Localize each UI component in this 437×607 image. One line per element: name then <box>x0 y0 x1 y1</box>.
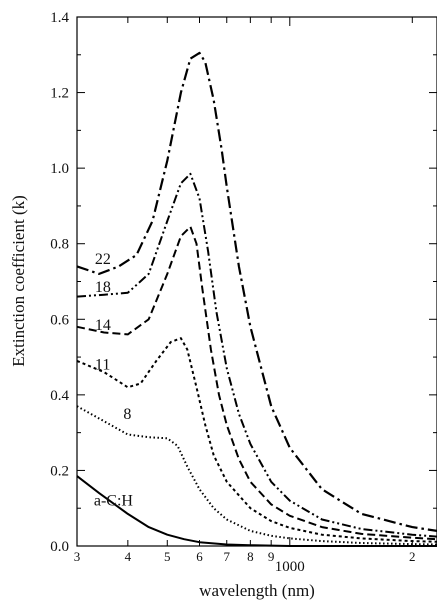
y-tick-label: 1.4 <box>50 10 69 26</box>
y-tick-label: 0.0 <box>50 539 69 555</box>
series-line-3 <box>76 337 437 543</box>
x-tick-label: 7 <box>224 549 231 564</box>
series-labels: a-C:H 8 11 14 18 22 <box>94 251 134 510</box>
x-tick-label: 9 <box>268 549 275 564</box>
y-tick-label: 0.2 <box>50 463 69 479</box>
x-tick-label: 8 <box>247 549 254 564</box>
x-tick-label: 4 <box>125 549 132 564</box>
series-line-1 <box>76 475 437 547</box>
series-label-2: 8 <box>123 406 131 423</box>
y-tick-label: 1.0 <box>50 161 69 177</box>
series-label-6: 22 <box>95 251 111 268</box>
series-line-4 <box>76 225 437 541</box>
series-label-1: a-C:H <box>94 493 134 510</box>
y-axis-ticks: 0.0 0.2 0.4 0.6 0.8 1.0 1.2 1.4 <box>50 10 437 555</box>
series-label-3: 11 <box>95 357 110 374</box>
series-line-2 <box>76 405 437 546</box>
x-axis-title: wavelength (nm) <box>199 581 315 600</box>
series-line-5 <box>76 172 437 538</box>
plot-frame <box>76 16 437 547</box>
x-tick-label: 1000 <box>275 559 305 575</box>
series-lines <box>76 51 437 547</box>
y-axis-title: Extinction coefficient (k) <box>9 195 28 367</box>
y-tick-label: 1.2 <box>50 86 69 102</box>
y-tick-label: 0.4 <box>50 388 69 404</box>
y-tick-label: 0.8 <box>50 237 69 253</box>
series-line-6 <box>76 51 437 532</box>
x-tick-label: 6 <box>196 549 203 564</box>
series-label-5: 18 <box>95 279 111 296</box>
x-tick-label: 3 <box>74 549 81 564</box>
x-tick-label: 5 <box>164 549 171 564</box>
x-tick-label: 2 <box>409 549 416 564</box>
series-label-4: 14 <box>95 317 111 334</box>
y-tick-label: 0.6 <box>50 312 69 328</box>
